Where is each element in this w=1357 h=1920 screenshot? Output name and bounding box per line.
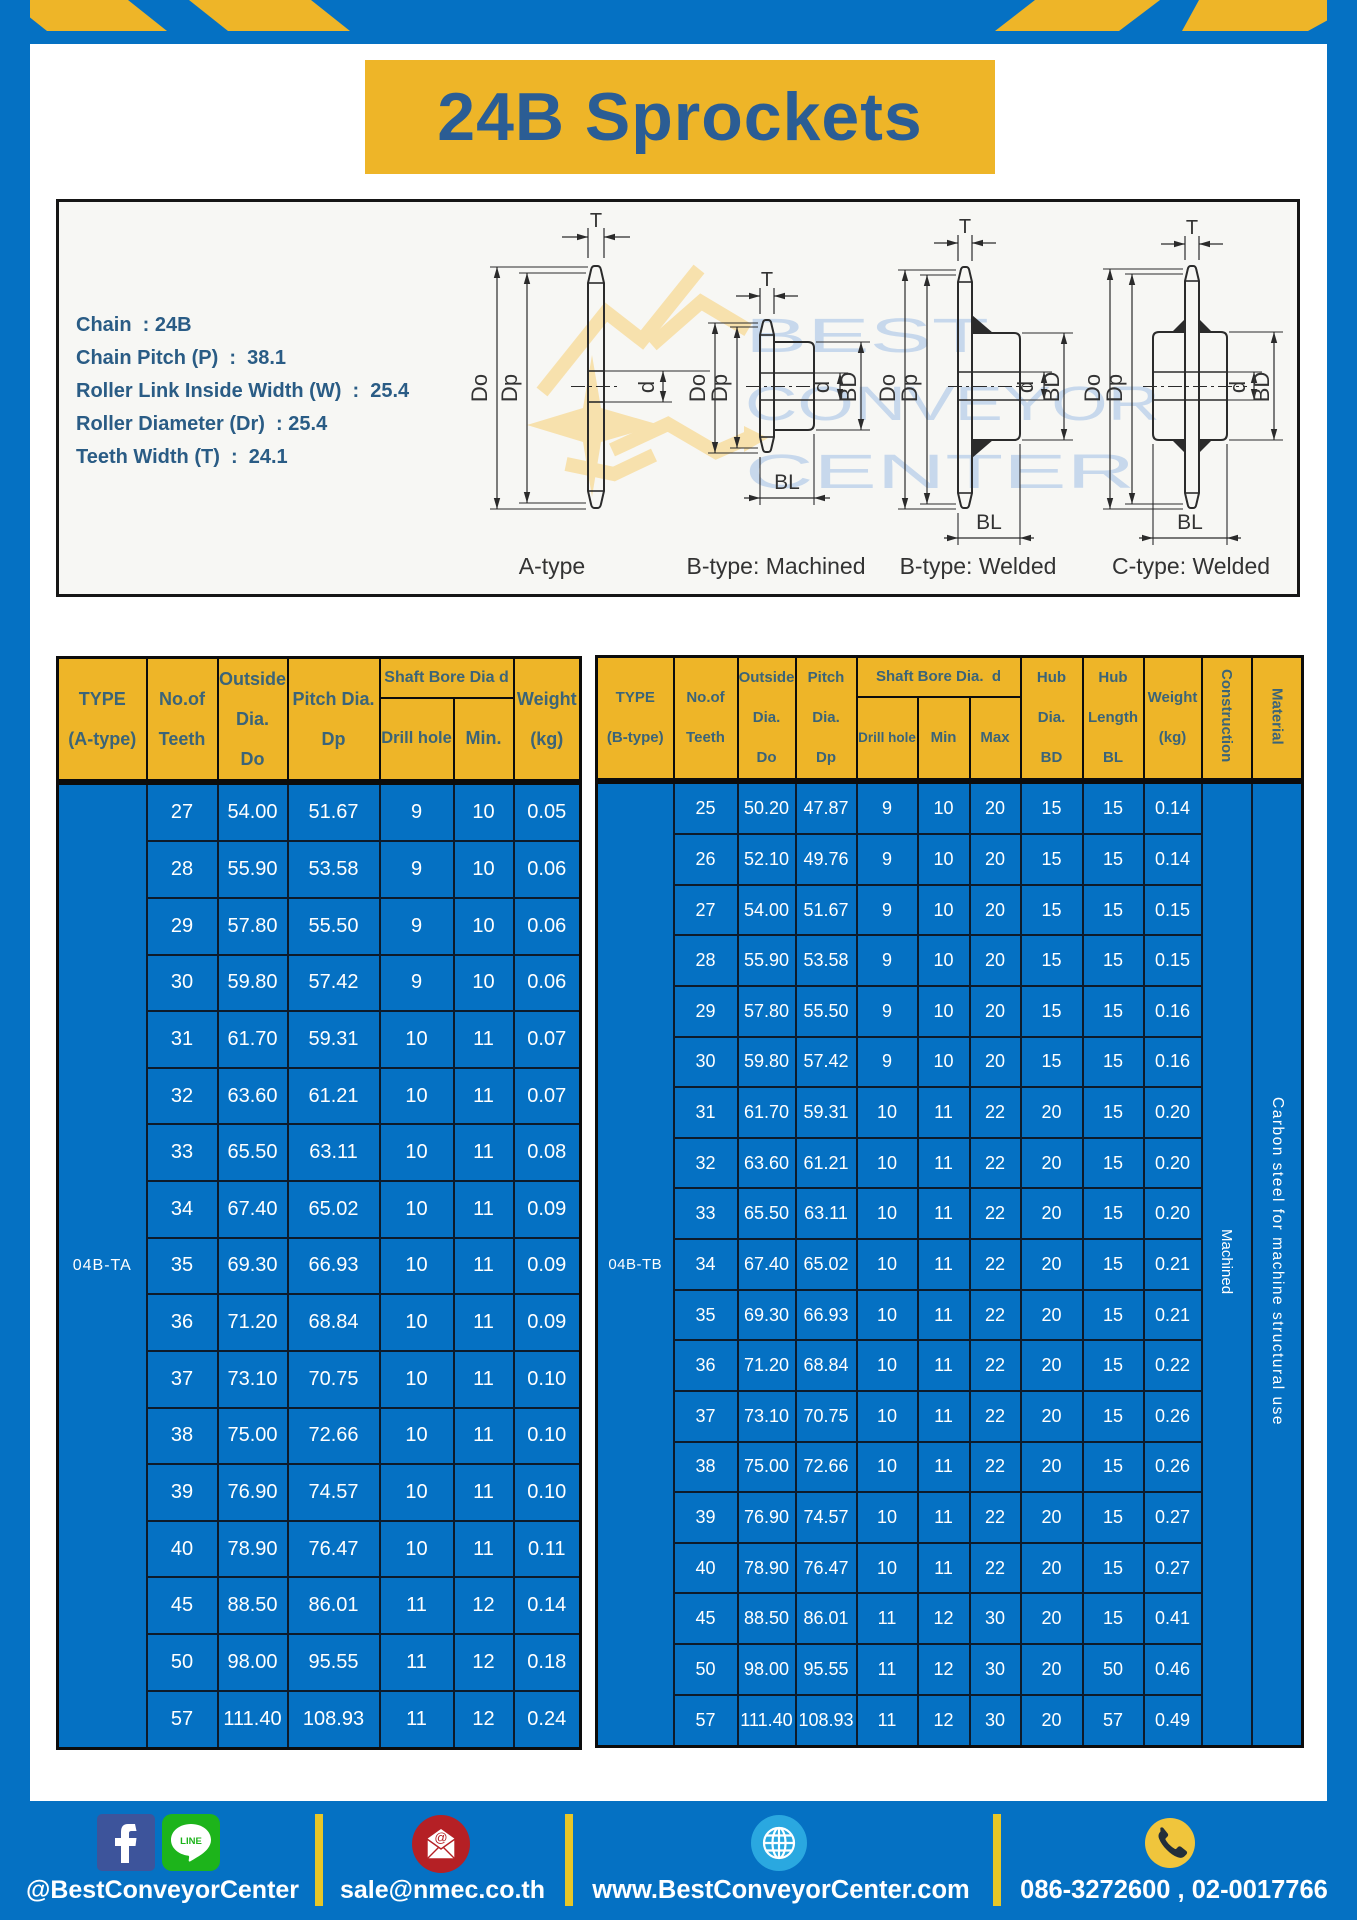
svg-text:T: T (761, 269, 773, 291)
svg-text:B-type: Welded: B-type: Welded (900, 553, 1057, 579)
svg-text:Dp: Dp (497, 374, 522, 402)
svg-text:Dp: Dp (897, 374, 922, 402)
svg-text:Do: Do (875, 374, 900, 402)
svg-text:BD: BD (836, 372, 861, 403)
svg-text:BL: BL (774, 471, 800, 494)
svg-text:@: @ (434, 1830, 447, 1845)
svg-text:BD: BD (1039, 372, 1064, 403)
svg-text:Do: Do (1080, 374, 1105, 402)
svg-text:BL: BL (976, 511, 1002, 534)
svg-text:T: T (1186, 217, 1198, 239)
svg-text:Dp: Dp (707, 374, 732, 402)
svg-text:d: d (1225, 381, 1250, 393)
svg-text:LINE: LINE (180, 1836, 202, 1847)
svg-text:B-type: Machined: B-type: Machined (687, 553, 866, 579)
svg-text:BEST: BEST (745, 310, 989, 363)
svg-text:d: d (1013, 381, 1038, 393)
svg-text:d: d (809, 381, 834, 393)
svg-text:Do: Do (685, 374, 710, 402)
svg-text:BD: BD (1249, 372, 1274, 403)
svg-text:A-type: A-type (519, 553, 585, 579)
svg-text:BL: BL (1177, 511, 1203, 534)
svg-text:T: T (959, 216, 971, 238)
svg-text:C-type: Welded: C-type: Welded (1112, 553, 1270, 579)
svg-text:T: T (590, 210, 602, 232)
svg-text:d: d (634, 381, 659, 393)
svg-text:Dp: Dp (1102, 374, 1127, 402)
svg-text:CENTER: CENTER (745, 446, 1135, 499)
svg-text:Do: Do (467, 374, 492, 402)
